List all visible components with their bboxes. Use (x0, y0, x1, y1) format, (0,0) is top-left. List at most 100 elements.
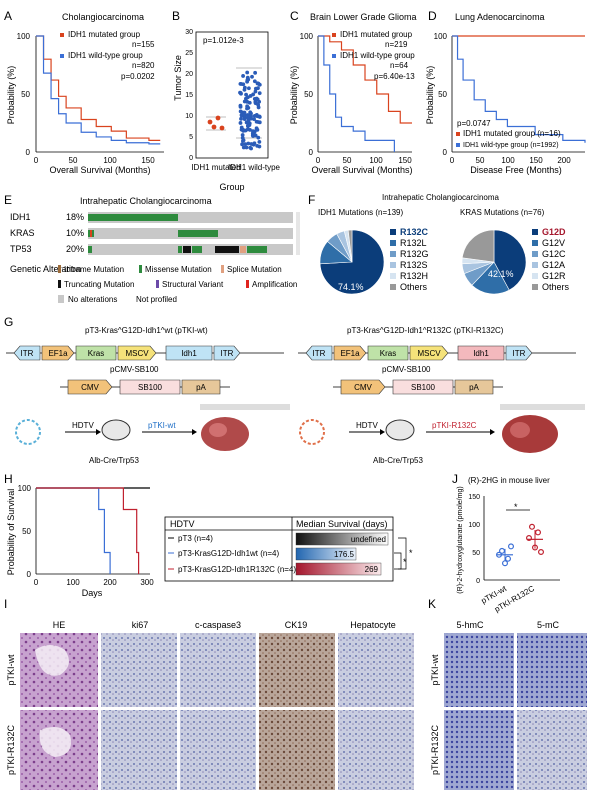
data-point (252, 96, 257, 101)
construct-element (75, 345, 117, 361)
stat-label: p=6.40e-13 (374, 72, 415, 81)
construct-element (213, 345, 241, 361)
micrograph-caspase3 (180, 633, 256, 707)
data-point (245, 113, 250, 117)
data-point (242, 87, 247, 92)
legend-swatch (532, 229, 538, 235)
stat-label: n=155 (132, 40, 155, 49)
x-tick: 150 (141, 156, 155, 165)
pie-pct-label: 74.1% (338, 282, 364, 292)
legend-label: R132L (400, 238, 427, 248)
data-point (257, 91, 262, 96)
y-tick: 50 (22, 527, 31, 536)
table-row-label: pT3-KrasG12D-Idh1R132C (n=4) (178, 565, 296, 574)
panel-d: D Lung Adenocarcinoma p=0.0747 IDH1 muta… (425, 9, 586, 175)
data-point (250, 74, 254, 79)
cmv-title: pCMV-SB100 (382, 365, 431, 374)
chart-title: Lung Adenocarcinoma (455, 12, 545, 22)
panel-e: E Intrahepatic Cholangiocarcinoma IDH1 1… (4, 193, 300, 304)
construct-element (409, 345, 449, 361)
legend-label: G12C (542, 249, 566, 259)
construct-element (457, 345, 505, 361)
legend-label: R132H (400, 271, 428, 281)
panel-title: Intrahepatic Cholangiocarcinoma (382, 193, 500, 202)
data-point (253, 89, 258, 94)
data-point (245, 75, 250, 80)
chart-a-plot (35, 35, 164, 153)
table-header: Median Survival (days) (296, 519, 388, 529)
data-point (243, 142, 248, 146)
data-point (240, 133, 245, 137)
data-point (239, 113, 244, 117)
pie-slice (461, 229, 495, 263)
data-point (240, 142, 244, 147)
x-tick: 300 (140, 578, 154, 587)
pie-title: KRAS Mutations (n=76) (460, 208, 545, 217)
data-point (531, 544, 538, 551)
construct-label: SB100 (138, 383, 163, 392)
legend-item: IDH1 mutated group (340, 30, 413, 39)
column-header: CK19 (285, 620, 308, 630)
chart-title: Brain Lower Grade Glioma (310, 12, 417, 22)
y-tick: 0 (476, 578, 480, 585)
construct-label: ITR (21, 349, 34, 358)
legend-swatch (532, 284, 538, 290)
group-label: IDH1 wild-type (228, 163, 281, 172)
data-point (241, 128, 246, 133)
row-label: pTKI-wt (430, 654, 440, 686)
x-tick: 150 (398, 156, 412, 165)
survival-line (36, 487, 111, 574)
y-tick: 0 (26, 148, 31, 157)
panel-i: I HE ki67 c-caspase3 CK19 Hepatocyte pTK… (4, 597, 414, 790)
data-point (252, 113, 257, 118)
legend-title: Genetic Alteration (10, 264, 81, 274)
legend-marker (332, 33, 336, 37)
column-header: 5-mC (537, 620, 559, 630)
survival-line (36, 35, 161, 145)
gene-pct: 20% (66, 244, 84, 254)
data-point (249, 142, 254, 146)
data-point (255, 81, 260, 86)
data-point (502, 560, 509, 567)
chart-title: Cholangiocarcinoma (62, 12, 144, 22)
x-axis-label: Overall Survival (Months) (311, 165, 412, 175)
plot-frame (195, 31, 269, 159)
p-value: p=0.0747 (457, 119, 491, 128)
x-tick: 50 (69, 156, 78, 165)
panel-letter: I (4, 597, 7, 611)
x-tick: 50 (343, 156, 352, 165)
data-point (245, 70, 250, 75)
hdtv-label: HDTV (356, 421, 378, 430)
stat-label: n=219 (385, 40, 408, 49)
y-tick: 15 (185, 92, 193, 99)
legend-swatch (390, 251, 396, 257)
pie-idh1 (319, 229, 385, 295)
y-tick: 50 (304, 90, 313, 99)
group-label: pTKI-wt (148, 421, 176, 430)
plasmid-icon (299, 419, 325, 445)
y-axis-label: Probability (%) (289, 66, 299, 125)
y-tick: 0 (27, 570, 32, 579)
data-point (508, 543, 515, 550)
column-header: 5-hmC (456, 620, 484, 630)
gene-name: KRAS (10, 228, 35, 238)
pie-slice (347, 229, 353, 263)
legend-label: Others (400, 282, 428, 292)
legend-item: Inframe Mutation (64, 265, 124, 274)
legend-label: G12A (542, 260, 565, 270)
survival-line (452, 35, 586, 143)
panel-c: C Brain Lower Grade Glioma IDH1 mutated … (289, 9, 417, 175)
x-axis-label: Disease Free (Months) (470, 165, 562, 175)
y-tick: 50 (438, 90, 447, 99)
x-tick: 100 (103, 156, 117, 165)
construct-element (181, 379, 221, 395)
x-axis-label: Overall Survival (Months) (49, 165, 150, 175)
pie-kras (461, 229, 527, 295)
x-tick: 150 (529, 156, 543, 165)
row-label: pTKI-R132C (430, 724, 440, 775)
construct-label: pA (196, 383, 206, 392)
x-axis-label: Days (82, 588, 103, 598)
legend-marker (60, 33, 64, 37)
construct-element (367, 345, 409, 361)
data-point (256, 86, 260, 91)
